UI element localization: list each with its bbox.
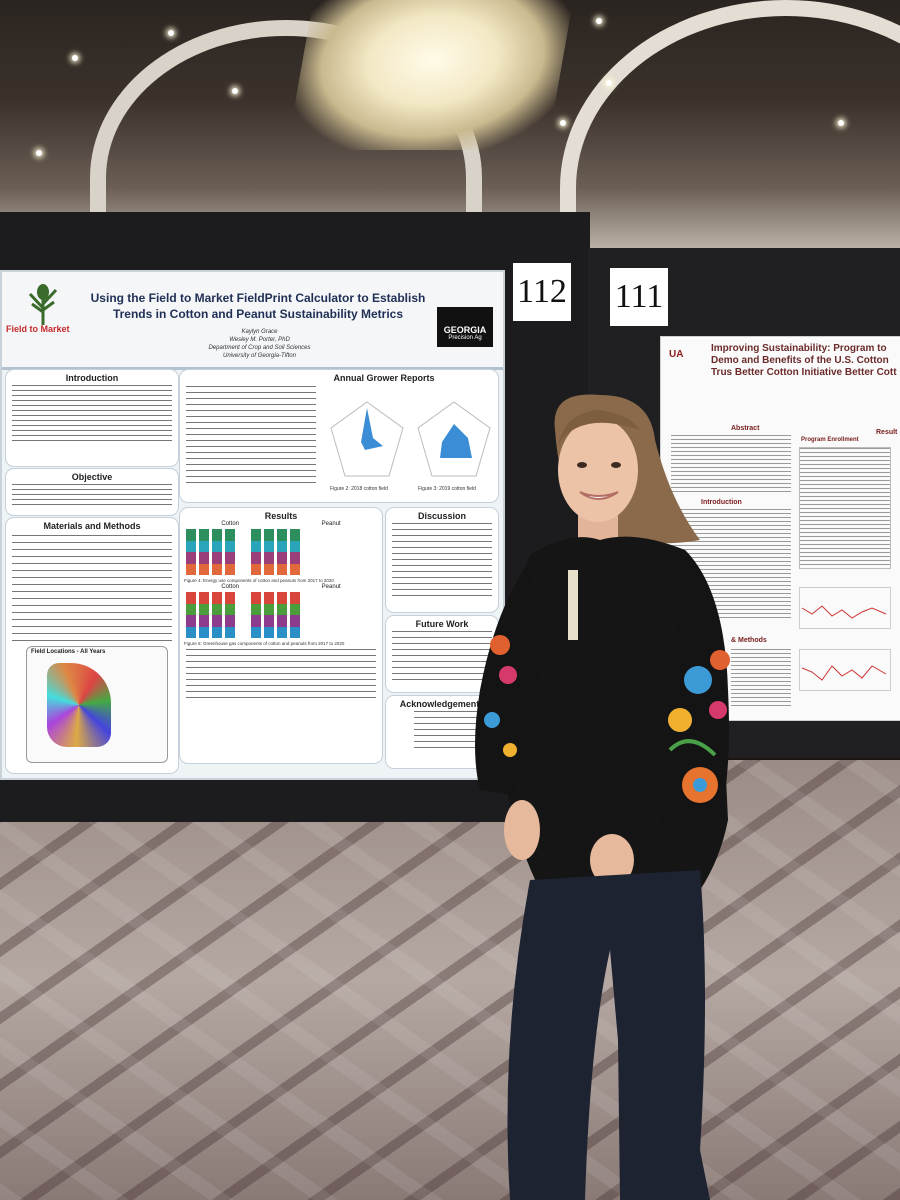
ceiling-light [838,120,844,126]
ceiling-light [596,18,602,24]
carpet-floor [0,760,900,1200]
georgia-map [47,663,111,747]
ua-logo: UA [669,349,684,360]
ceiling-light [168,30,174,36]
chart-bar [212,529,222,575]
future-work-text [392,631,492,683]
ghg-bar-chart [180,590,382,640]
chart-bar [225,529,235,575]
materials-heading: Materials and Methods [43,521,141,531]
chart-bar [264,592,274,638]
objective-heading: Objective [71,472,113,482]
chart-bar [199,529,209,575]
intro-heading: Introduction [65,373,119,383]
results-panel: Results Cotton Peanut Figure 4: Energy u… [180,508,382,763]
poster2-table [799,447,891,569]
poster-title: Using the Field to Market FieldPrint Cal… [90,291,426,321]
chart-bar [264,529,274,575]
board-number-111: 111 [610,268,668,326]
poster2-line-chart [799,587,891,629]
peanut-label: Peanut [321,521,341,527]
chart-bar [199,592,209,638]
poster2-abstract-text [671,435,791,495]
spidergram-2018 [325,398,409,482]
poster2-results-heading: Result [876,429,898,436]
acknowledgements-heading: Acknowledgements [399,699,485,709]
poster-authors: Kaylyn Grace Wesley M. Porter, PhD Depar… [208,329,311,359]
georgia-text: GEORGIA [443,325,487,335]
field-locations-title: Field Locations - All Years [31,649,106,655]
research-poster: Field to Market Using the Field to Marke… [0,270,505,780]
results-text [186,649,376,699]
georgia-precision-ag-logo: GEORGIA Precision Ag [437,307,493,347]
annual-reports-text [186,386,316,486]
line-chart [801,665,887,681]
future-work-panel: Future Work [386,616,498,692]
field-to-market-logo [8,280,78,340]
annual-reports-heading: Annual Grower Reports [333,373,435,383]
discussion-panel: Discussion [386,508,498,612]
field-locations-box: Field Locations - All Years [26,646,168,763]
chart-bar [225,592,235,638]
chart-bar [186,529,196,575]
chart-bar [212,592,222,638]
chart-bar [277,592,287,638]
spidergram-2019 [412,398,496,482]
energy-bar-chart [180,527,382,577]
poster2-title: Improving Sustainability: Program to Dem… [711,343,897,378]
results-labels-top: Cotton Peanut [180,521,382,527]
cotton-label: Cotton [221,521,239,527]
ceiling-light [36,150,42,156]
ceiling-light [560,120,566,126]
results-labels-bottom: Cotton Peanut [180,584,382,590]
ceiling-light [72,55,78,61]
intro-panel: Introduction [6,370,178,466]
fig4-caption: Figure 4: Energy use components of cotto… [184,578,334,583]
precision-ag-text: Precision Ag [448,335,482,341]
discussion-text [392,523,492,601]
poster-header: Field to Market Using the Field to Marke… [2,272,503,370]
chart-bar [290,592,300,638]
field-to-market-text: Field to Market [6,324,70,334]
poster2-enrollment-heading: Program Enrollment [801,437,859,443]
chart-bar [290,529,300,575]
plant-icon [28,284,58,325]
board-number-112: 112 [513,263,571,321]
fig2-caption: Figure 2: 2018 cotton field [330,486,388,492]
chart-bar [251,529,261,575]
person-presenter [475,394,730,1200]
chart-bar [277,529,287,575]
fig3-caption: Figure 3: 2019 cotton field [418,486,476,492]
fig5-caption: Figure 5: Greenhouse gas components of c… [184,641,345,646]
results-heading: Results [264,511,298,521]
future-work-heading: Future Work [415,619,469,629]
chandelier [286,0,574,150]
objective-text [12,484,172,506]
ceiling-light [606,80,612,86]
poster2-methods-text [731,649,791,709]
line-chart [801,605,887,619]
cotton-label: Cotton [221,584,239,590]
annual-reports-panel: Annual Grower Reports Figure 2: 2018 cot… [180,370,498,502]
ceiling-light [232,88,238,94]
chart-bar [251,592,261,638]
poster2-methods-heading: & Methods [731,637,767,644]
spidergram-chart [417,401,491,477]
peanut-label: Peanut [321,584,341,590]
poster2-abstract-heading: Abstract [731,425,760,432]
poster2-intro-heading: Introduction [701,499,742,506]
materials-text [12,535,172,645]
objective-panel: Objective [6,469,178,515]
intro-text [12,385,172,445]
chart-bar [186,592,196,638]
discussion-heading: Discussion [417,511,466,521]
materials-panel: Materials and Methods Field Locations - … [6,518,178,773]
spidergram-chart [330,401,404,477]
poster2-line-chart-2 [799,649,891,691]
